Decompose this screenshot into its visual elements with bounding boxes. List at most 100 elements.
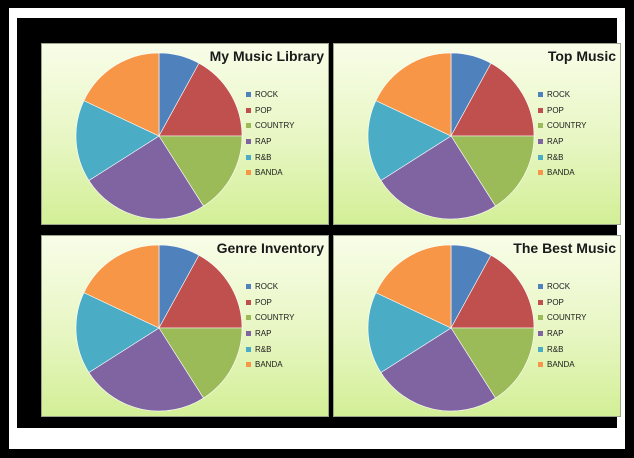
legend-swatch: [538, 315, 543, 321]
pie-slice-rap: [88, 327, 204, 412]
legend-swatch: [246, 139, 251, 145]
legend-swatch: [246, 299, 251, 305]
chart-panel-top-music: Top Music ROCK POP COUNTRY RAP R&B BANDA: [333, 43, 621, 225]
legend-label: COUNTRY: [547, 313, 587, 323]
pie-slice-randb: [367, 100, 452, 181]
legend-label: COUNTRY: [255, 121, 295, 131]
legend-item-country: COUNTRY: [538, 310, 620, 326]
legend-label: ROCK: [547, 90, 571, 100]
legend-item-randb: R&B: [246, 149, 328, 165]
pie-slice-rap: [380, 327, 496, 412]
legend-item-banda: BANDA: [538, 357, 620, 373]
legend-swatch: [538, 107, 543, 113]
pie-slice-rap: [88, 135, 204, 220]
chart-panel-genre-inventory: Genre Inventory ROCK POP COUNTRY RAP R&B BANDA: [41, 235, 329, 417]
legend-label: POP: [255, 297, 272, 307]
legend-item-rock: ROCK: [246, 87, 328, 103]
legend-swatch: [246, 154, 251, 160]
pie-slice-pop: [450, 254, 535, 329]
pie-slice-country: [158, 327, 243, 399]
legend-item-pop: POP: [538, 103, 620, 119]
pie-slice-rap: [380, 135, 496, 220]
pie-slice-banda: [375, 52, 452, 137]
legend-label: RAP: [547, 137, 564, 147]
chart-panel-my-music-library: My Music Library ROCK POP COUNTRY RAP R&B BAND…: [41, 43, 329, 225]
legend-swatch: [246, 315, 251, 321]
pie-slice-banda: [83, 52, 160, 137]
pie-slice-randb: [75, 100, 160, 181]
chart-legend: ROCK POP COUNTRY RAP R&B BANDA: [538, 87, 620, 181]
legend-swatch: [246, 331, 251, 337]
legend-label: BANDA: [255, 168, 283, 178]
legend-swatch: [246, 107, 251, 113]
pie-chart: [75, 244, 243, 412]
chart-legend: ROCK POP COUNTRY RAP R&B BANDA: [246, 279, 328, 373]
pie-slice-pop: [158, 62, 243, 137]
pie-slice-country: [158, 135, 243, 207]
legend-label: R&B: [255, 344, 272, 354]
legend-swatch: [538, 170, 543, 176]
legend-swatch: [246, 346, 251, 352]
legend-item-banda: BANDA: [246, 165, 328, 181]
legend-item-pop: POP: [246, 103, 328, 119]
chart-title: Genre Inventory: [216, 240, 324, 256]
legend-label: RAP: [255, 137, 272, 147]
legend-item-randb: R&B: [246, 341, 328, 357]
legend-swatch: [246, 92, 251, 98]
legend-item-country: COUNTRY: [246, 118, 328, 134]
chart-panel-the-best-music: The Best Music ROCK POP COUNTRY RAP R&B BANDA: [333, 235, 621, 417]
legend-item-rock: ROCK: [538, 279, 620, 295]
legend-swatch: [246, 284, 251, 290]
legend-label: RAP: [547, 329, 564, 339]
legend-item-rap: RAP: [538, 326, 620, 342]
pie-slice-randb: [367, 292, 452, 373]
legend-item-rap: RAP: [538, 134, 620, 150]
legend-swatch: [538, 154, 543, 160]
legend-swatch: [538, 346, 543, 352]
legend-swatch: [538, 331, 543, 337]
legend-label: COUNTRY: [547, 121, 587, 131]
chart-legend: ROCK POP COUNTRY RAP R&B BANDA: [538, 279, 620, 373]
legend-label: BANDA: [547, 360, 575, 370]
pie-slice-country: [450, 135, 535, 207]
legend-swatch: [246, 362, 251, 368]
legend-item-pop: POP: [538, 295, 620, 311]
pie-chart: [367, 244, 535, 412]
legend-label: POP: [547, 105, 564, 115]
legend-label: RAP: [255, 329, 272, 339]
legend-item-country: COUNTRY: [538, 118, 620, 134]
legend-item-banda: BANDA: [538, 165, 620, 181]
legend-item-rap: RAP: [246, 134, 328, 150]
legend-swatch: [246, 123, 251, 129]
legend-item-banda: BANDA: [246, 357, 328, 373]
pie-slice-randb: [75, 292, 160, 373]
legend-swatch: [538, 123, 543, 129]
legend-swatch: [538, 284, 543, 290]
legend-item-rock: ROCK: [538, 87, 620, 103]
legend-swatch: [538, 299, 543, 305]
chart-title: The Best Music: [513, 240, 616, 256]
legend-swatch: [246, 170, 251, 176]
legend-swatch: [538, 139, 543, 145]
legend-swatch: [538, 362, 543, 368]
pie-chart: [75, 52, 243, 220]
legend-label: POP: [547, 297, 564, 307]
chart-title: My Music Library: [209, 48, 324, 64]
pie-slice-banda: [83, 244, 160, 329]
pie-slice-country: [450, 327, 535, 399]
pie-chart: [367, 52, 535, 220]
chart-title: Top Music: [547, 48, 616, 64]
legend-label: ROCK: [255, 90, 279, 100]
pie-slice-pop: [450, 62, 535, 137]
legend-label: POP: [255, 105, 272, 115]
legend-item-randb: R&B: [538, 149, 620, 165]
legend-label: ROCK: [547, 282, 571, 292]
legend-label: BANDA: [255, 360, 283, 370]
legend-item-pop: POP: [246, 295, 328, 311]
legend-label: BANDA: [547, 168, 575, 178]
legend-item-country: COUNTRY: [246, 310, 328, 326]
legend-label: R&B: [255, 152, 272, 162]
legend-item-randb: R&B: [538, 341, 620, 357]
legend-label: COUNTRY: [255, 313, 295, 323]
pie-slice-banda: [375, 244, 452, 329]
